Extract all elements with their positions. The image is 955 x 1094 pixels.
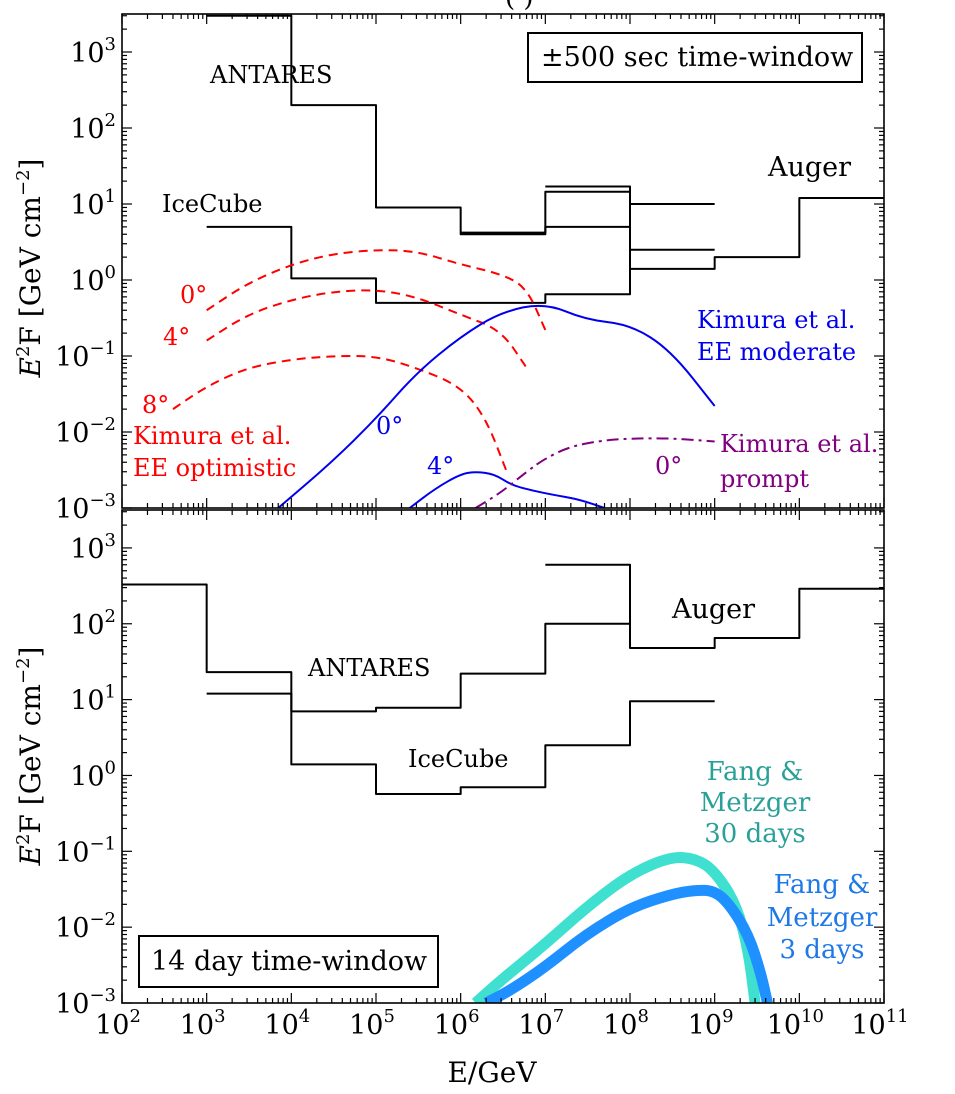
y-tick-label-0-0: 103 <box>70 34 116 69</box>
y-tick-label-1-5: 10−2 <box>55 909 116 944</box>
bottom-ylabel-close: ] <box>14 647 47 658</box>
red-name-line1: Kimura et al. <box>133 422 291 450</box>
top-icecube-label: IceCube <box>162 190 263 218</box>
y-tick-label-0-6: 10−3 <box>55 490 116 525</box>
y-tick-label-1-3: 100 <box>70 757 116 792</box>
y-tick-label-0-3: 100 <box>70 262 116 297</box>
panel-1-series <box>122 563 884 1003</box>
blue-0deg-label: 0° <box>376 412 403 440</box>
x-axis-title: E/GeV <box>447 1056 537 1089</box>
series-kimura-et-al-ee-moderate-4 <box>409 471 605 508</box>
red-4deg-label: 4° <box>163 323 190 351</box>
blue-name-line1: Kimura et al. <box>697 306 855 334</box>
header-fragment: ( ) <box>505 0 534 13</box>
x-tick-label-8: 1010 <box>767 1006 824 1041</box>
fm30-line3: 30 days <box>704 819 806 849</box>
panel-0-series <box>172 14 884 508</box>
x-tick-label-5: 107 <box>518 1006 564 1041</box>
y-tick-label-1-4: 10−1 <box>55 833 116 868</box>
bottom-icecube-label: IceCube <box>408 745 509 773</box>
x-tick-label-3: 105 <box>349 1006 395 1041</box>
labels-layer: ANTARES IceCube Auger 0° 4° 8° Kimura et… <box>13 0 878 1089</box>
red-0deg-label: 0° <box>180 281 207 309</box>
y-tick-label-0-4: 10−1 <box>55 338 116 373</box>
bottom-auger-label: Auger <box>671 594 755 625</box>
series-kimura-et-al-prompt-0 <box>475 437 715 508</box>
blue-4deg-label: 4° <box>427 452 454 480</box>
x-tick-label-1: 103 <box>180 1006 226 1041</box>
top-ylabel-rest: F [GeV cm <box>14 196 47 346</box>
top-ylabel-sup: 2 <box>13 346 34 357</box>
purple-name-line2: prompt <box>720 465 809 493</box>
x-tick-label-7: 109 <box>688 1006 734 1041</box>
bottom-ylabel: E2F [GeV cm−2] <box>13 647 47 867</box>
top-ylabel-unit-sup: −2 <box>13 169 34 196</box>
bottom-ylabel-rest: F [GeV cm <box>14 684 47 834</box>
series-kimura-et-al-ee-moderate-0 <box>277 304 716 508</box>
top-ylabel-E: E <box>14 357 47 378</box>
fm30-line2: Metzger <box>700 788 811 818</box>
bottom-ylabel-sup: 2 <box>13 834 34 845</box>
y-tick-label-1-1: 102 <box>70 606 116 641</box>
x-tick-label-9: 1011 <box>851 1006 908 1041</box>
top-time-window-box <box>527 32 863 83</box>
top-ylabel-text: E2F [GeV cm−2] <box>13 159 47 379</box>
series-kimura-et-al-ee-optimistic-0 <box>206 249 547 331</box>
top-auger-label: Auger <box>767 152 851 183</box>
series-kimura-et-al-ee-optimistic-8 <box>172 355 508 473</box>
red-name-line2: EE optimistic <box>133 454 296 482</box>
series-fang-metzger-3-days <box>483 884 773 1003</box>
y-tick-label-0-1: 102 <box>70 110 116 145</box>
bottom-ylabel-text: E2F [GeV cm−2] <box>13 647 47 867</box>
bottom-time-window-box <box>138 935 439 988</box>
red-8deg-label: 8° <box>142 391 169 419</box>
fm3-line1: Fang & <box>774 870 871 900</box>
x-tick-label-0: 102 <box>95 1006 141 1041</box>
x-tick-label-6: 108 <box>603 1006 649 1041</box>
purple-0deg-label: 0° <box>655 452 682 480</box>
blue-name-line2: EE moderate <box>697 338 856 366</box>
series-icecube <box>206 692 715 795</box>
purple-name-line1: Kimura et al. <box>720 430 878 458</box>
top-ylabel: E2F [GeV cm−2] <box>13 159 47 379</box>
y-tick-label-1-2: 101 <box>70 682 116 717</box>
series-auger <box>545 185 884 270</box>
bottom-ylabel-E: E <box>14 845 47 866</box>
y-tick-label-0-2: 101 <box>70 186 116 221</box>
fm30-line1: Fang & <box>707 757 804 787</box>
series-antares <box>122 583 630 713</box>
bottom-time-window-label: 14 day time-window <box>151 946 427 977</box>
panel-0-frame <box>121 13 885 509</box>
top-antares-label: ANTARES <box>209 61 332 89</box>
bottom-antares-label: ANTARES <box>307 654 430 682</box>
y-tick-label-1-6: 10−3 <box>55 985 116 1020</box>
series-kimura-et-al-ee-optimistic-4 <box>206 289 528 369</box>
y-tick-label-0-5: 10−2 <box>55 414 116 449</box>
y-tick-label-1-0: 103 <box>70 530 116 565</box>
fm3-line3: 3 days <box>780 935 865 965</box>
top-panel: 103 102 101 100 10−1 10−2 10−3 <box>55 13 885 525</box>
series-antares <box>206 14 631 236</box>
series-icecube <box>206 225 715 304</box>
x-tick-label-4: 106 <box>434 1006 480 1041</box>
series-icecube-upper <box>460 190 630 234</box>
panel-1-frame <box>121 509 885 1004</box>
x-tick-label-2: 104 <box>264 1006 310 1041</box>
bottom-ylabel-unit-sup: −2 <box>13 657 34 684</box>
fm3-line2: Metzger <box>767 903 878 933</box>
top-time-window-label: ±500 sec time-window <box>541 42 853 73</box>
series-auger <box>545 563 884 649</box>
top-ylabel-close: ] <box>14 159 47 170</box>
